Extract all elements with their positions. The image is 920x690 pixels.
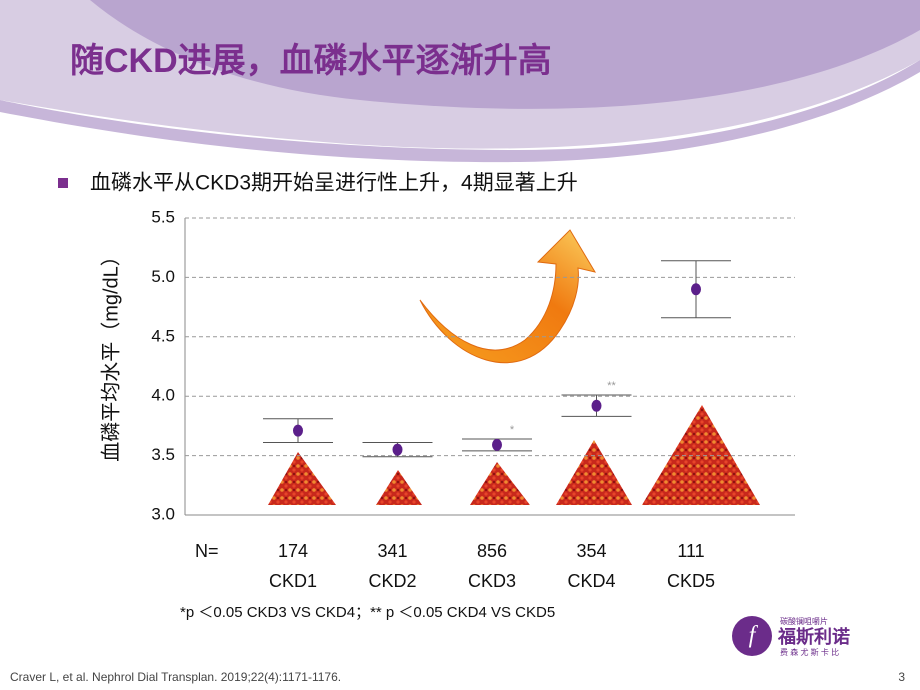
mean-point: [691, 283, 701, 296]
sample-size: 111: [677, 541, 704, 561]
decoration-pyramid: [556, 440, 632, 505]
y-axis-label: 血磷平均水平（mg/dL）: [99, 246, 122, 462]
logo-subtitle: 费 森 尤 斯 卡 比: [780, 647, 839, 657]
decoration-pyramid: [376, 470, 422, 505]
citation: Craver L, et al. Nephrol Dial Transplan.…: [10, 670, 341, 684]
bullet-marker: [58, 178, 68, 188]
n-label: N=: [195, 541, 219, 561]
y-tick-label: 5.5: [151, 207, 175, 226]
header-swoosh: [0, 60, 920, 163]
trend-arrow: [419, 229, 597, 364]
sample-size: 856: [477, 541, 507, 561]
logo-glyph: f: [749, 623, 759, 649]
decoration-pyramid: [470, 462, 530, 505]
significance-mark: **: [607, 380, 616, 392]
significance-mark: *: [510, 424, 515, 436]
x-tick-label: CKD3: [468, 571, 516, 591]
mean-point: [392, 443, 403, 456]
x-tick-label: CKD2: [368, 571, 416, 591]
y-tick-label: 3.0: [151, 504, 175, 523]
bullet-text: 血磷水平从CKD3期开始呈进行性上升，4期显著上升: [90, 172, 578, 195]
sample-size: 354: [576, 541, 606, 561]
page-number: 3: [898, 670, 905, 684]
sample-size: 174: [278, 541, 308, 561]
y-tick-label: 4.0: [151, 386, 175, 405]
x-tick-label: CKD4: [567, 571, 615, 591]
x-tick-label: CKD1: [269, 571, 317, 591]
logo-name: 福斯利诺: [777, 626, 850, 647]
mean-point: [293, 424, 303, 437]
logo-mark: [732, 616, 772, 656]
x-tick-label: CKD5: [667, 571, 715, 591]
decoration-pyramid: [642, 405, 760, 505]
y-tick-label: 4.5: [151, 326, 175, 345]
slide-title: 随CKD进展，血磷水平逐渐升高: [70, 42, 552, 80]
y-tick-label: 5.0: [151, 267, 175, 286]
decoration-pyramid: [268, 452, 336, 505]
y-tick-label: 3.5: [151, 445, 175, 464]
sample-size: 341: [377, 541, 407, 561]
mean-point: [492, 438, 502, 451]
header-swoosh: [90, 0, 920, 109]
mean-point: [591, 399, 602, 412]
logo-tagline: 碳酸镧咀嚼片: [780, 616, 828, 626]
footnote: *p ＜0.05 CKD3 VS CKD4；** p ＜0.05 CKD4 VS…: [180, 604, 555, 621]
